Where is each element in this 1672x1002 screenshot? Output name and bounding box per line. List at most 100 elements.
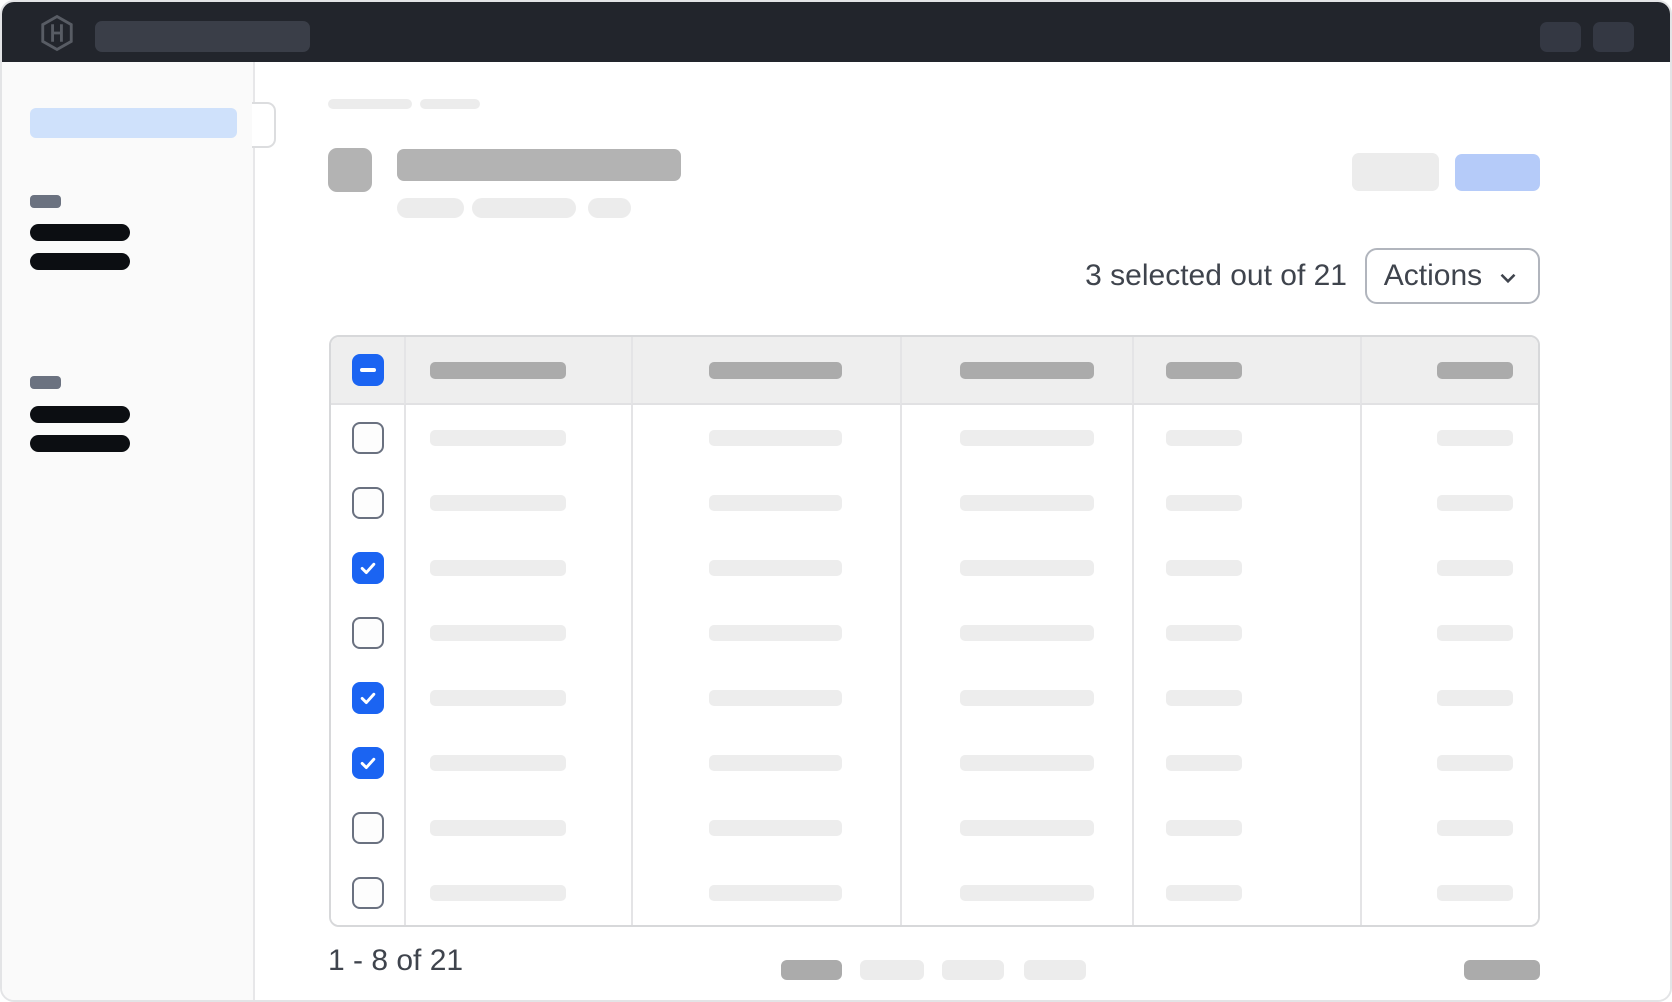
sidebar-item[interactable]: [30, 224, 130, 241]
cell-skeleton: [430, 559, 566, 576]
row-checkbox[interactable]: [351, 681, 384, 714]
cell-skeleton: [1437, 884, 1513, 901]
table-cell: [1360, 730, 1538, 795]
table-cell: [900, 730, 1132, 795]
table-cell: [631, 795, 900, 860]
table-cell: [631, 730, 900, 795]
cell-skeleton: [430, 429, 566, 446]
sidebar-collapse-handle[interactable]: [252, 102, 276, 148]
table-cell: [404, 795, 631, 860]
cell-skeleton: [960, 689, 1094, 706]
page-icon-skeleton: [328, 148, 372, 192]
sidebar-item[interactable]: [30, 435, 130, 452]
table-cell: [1360, 600, 1538, 665]
table-cell: [1132, 860, 1360, 925]
table-cell: [1360, 795, 1538, 860]
cell-skeleton: [1437, 624, 1513, 641]
table-cell: [1132, 730, 1360, 795]
check-icon: [360, 757, 375, 769]
cell-skeleton: [709, 689, 842, 706]
row-checkbox[interactable]: [351, 811, 384, 844]
table-cell: [631, 535, 900, 600]
table-cell: [331, 405, 404, 470]
cell-skeleton: [960, 819, 1094, 836]
badge-skeleton: [397, 198, 464, 218]
cell-skeleton: [709, 884, 842, 901]
cell-skeleton: [960, 429, 1094, 446]
cell-skeleton: [960, 494, 1094, 511]
cell-skeleton: [960, 559, 1094, 576]
table-cell: [404, 470, 631, 535]
row-checkbox[interactable]: [351, 551, 384, 584]
table-cell: [1132, 600, 1360, 665]
table-cell: [331, 470, 404, 535]
breadcrumb-skeleton: [328, 99, 412, 109]
table-cell: [1360, 860, 1538, 925]
user-menu-button[interactable]: [1593, 22, 1634, 52]
column-header-skeleton: [1166, 361, 1242, 379]
table-cell: [404, 730, 631, 795]
column-header-skeleton: [709, 361, 842, 379]
table-cell: [631, 860, 900, 925]
help-menu-button[interactable]: [1540, 22, 1581, 52]
cell-skeleton: [430, 624, 566, 641]
sidebar-item[interactable]: [30, 253, 130, 270]
table-cell: [1360, 665, 1538, 730]
cell-skeleton: [709, 754, 842, 771]
cell-skeleton: [1437, 754, 1513, 771]
cell-skeleton: [430, 884, 566, 901]
table-cell: [331, 730, 404, 795]
table-cell: [331, 535, 404, 600]
search-input[interactable]: [95, 21, 310, 52]
pagination-page-current[interactable]: [781, 960, 842, 980]
primary-action-button[interactable]: [1455, 154, 1540, 191]
chevron-down-icon: [1495, 262, 1521, 291]
select-all-checkbox[interactable]: [351, 354, 384, 386]
column-header-skeleton: [1437, 361, 1513, 379]
sidebar-item[interactable]: [30, 406, 130, 423]
table-header-cell: [900, 337, 1132, 405]
cell-skeleton: [430, 689, 566, 706]
cell-skeleton: [960, 754, 1094, 771]
table-cell: [1360, 535, 1538, 600]
row-checkbox[interactable]: [351, 486, 384, 519]
table-cell: [404, 860, 631, 925]
pagination-page[interactable]: [942, 960, 1004, 980]
top-nav-bar: [2, 2, 1670, 62]
cell-skeleton: [1166, 884, 1242, 901]
table-header-cell: [631, 337, 900, 405]
cell-skeleton: [960, 884, 1094, 901]
sidebar: [2, 62, 276, 1000]
row-checkbox[interactable]: [351, 876, 384, 909]
sidebar-item-active[interactable]: [30, 108, 237, 138]
minus-icon: [359, 368, 376, 372]
table-cell: [331, 795, 404, 860]
cell-skeleton: [1437, 559, 1513, 576]
table-header-cell: [1360, 337, 1538, 405]
breadcrumb-skeleton: [420, 99, 480, 109]
table-cell: [631, 665, 900, 730]
cell-skeleton: [1166, 559, 1242, 576]
table-cell: [1132, 535, 1360, 600]
cell-skeleton: [709, 819, 842, 836]
page-title-skeleton: [397, 149, 681, 181]
cell-skeleton: [960, 624, 1094, 641]
table-cell: [1132, 470, 1360, 535]
column-header-skeleton: [960, 361, 1094, 379]
secondary-action-button[interactable]: [1352, 153, 1439, 191]
row-checkbox[interactable]: [351, 616, 384, 649]
table-cell: [331, 600, 404, 665]
table-cell: [404, 665, 631, 730]
table-header-cell: [404, 337, 631, 405]
table-cell: [404, 600, 631, 665]
row-checkbox[interactable]: [351, 746, 384, 779]
data-table: [329, 335, 1540, 927]
check-icon: [360, 692, 375, 704]
pagination-page[interactable]: [1024, 960, 1086, 980]
table-cell: [631, 470, 900, 535]
actions-dropdown-button[interactable]: Actions: [1365, 248, 1540, 304]
badge-skeleton: [588, 198, 631, 218]
pagination-page[interactable]: [860, 960, 924, 980]
row-checkbox[interactable]: [351, 421, 384, 454]
pagination-next-button[interactable]: [1464, 960, 1540, 980]
